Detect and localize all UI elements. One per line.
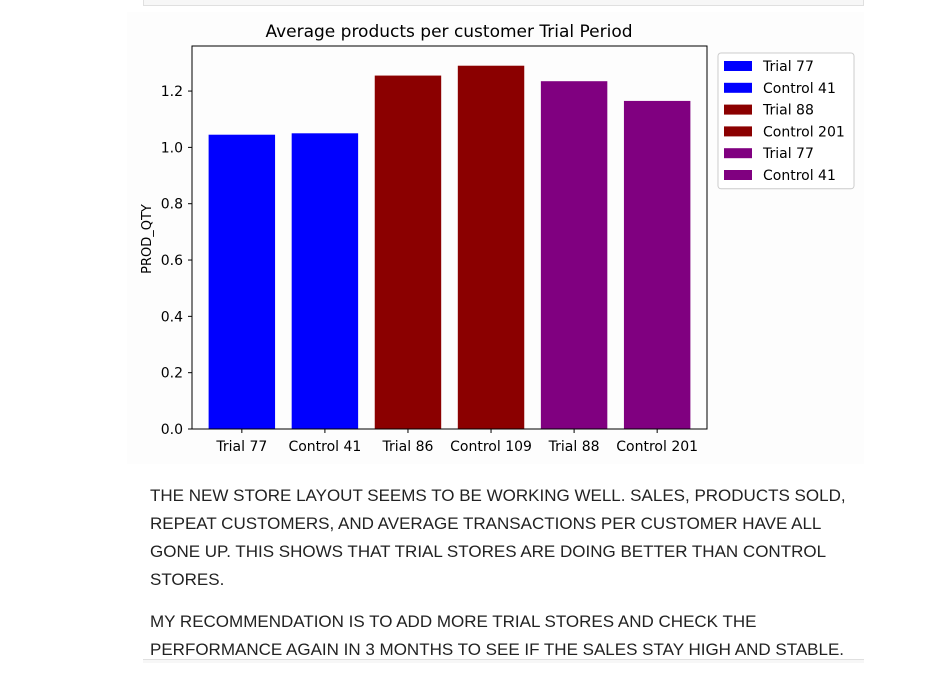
x-tick-label: Control 109 [450,439,532,455]
legend-label: Control 201 [763,124,845,140]
y-tick-label: 0.6 [161,253,183,269]
legend-label: Trial 88 [762,103,814,119]
plot-area: Trial 77 Control 41 Trial 86 Control 109 Tri… [161,45,708,455]
x-tick-label: Control 41 [288,439,361,455]
markdown-cell: THE NEW STORE LAYOUT SEEMS TO BE WORKING… [150,482,850,678]
bar [208,134,276,429]
previous-cell-edge [143,0,864,6]
y-tick-label: 0.8 [161,197,183,213]
x-tick-label: Trial 88 [548,439,600,455]
x-tick-label: Trial 77 [215,439,267,455]
bar [540,81,608,429]
y-tick-label: 1.0 [161,140,183,156]
x-tick-label: Trial 86 [382,439,434,455]
legend-label: Trial 77 [762,59,814,75]
legend-swatch [724,82,752,93]
bar [457,65,525,430]
y-tick-label: 0.2 [161,366,183,382]
legend-swatch [724,170,752,180]
legend-swatch [724,104,752,115]
next-cell-edge [143,659,864,663]
legend-swatch [724,126,752,137]
chart-title: Average products per customer Trial Peri… [265,22,632,42]
legend-swatch [724,148,752,159]
bar [374,75,442,429]
legend-label: Trial 77 [762,146,814,162]
legend-label: Control 41 [763,81,836,97]
legend-label: Control 41 [763,168,836,184]
bar [623,100,691,430]
legend: Trial 77 Control 41 Trial 88 Control 201 Tri… [717,52,855,190]
axes-frame [191,45,708,430]
recommendation-paragraph: MY RECOMMENDATION IS TO ADD MORE TRIAL S… [150,612,845,659]
bar [291,133,359,430]
y-tick-label: 0.0 [161,422,183,438]
y-axis-label: PROD_QTY [140,204,155,274]
chart-output: Average products per customer Trial Peri… [127,12,864,464]
y-tick-label: 0.4 [161,309,183,325]
x-tick-label: Control 201 [616,439,698,455]
legend-swatch [724,61,752,71]
bar-chart: Average products per customer Trial Peri… [140,22,855,455]
y-tick-label: 1.2 [161,84,183,100]
conclusion-paragraph: THE NEW STORE LAYOUT SEEMS TO BE WORKING… [150,486,846,589]
